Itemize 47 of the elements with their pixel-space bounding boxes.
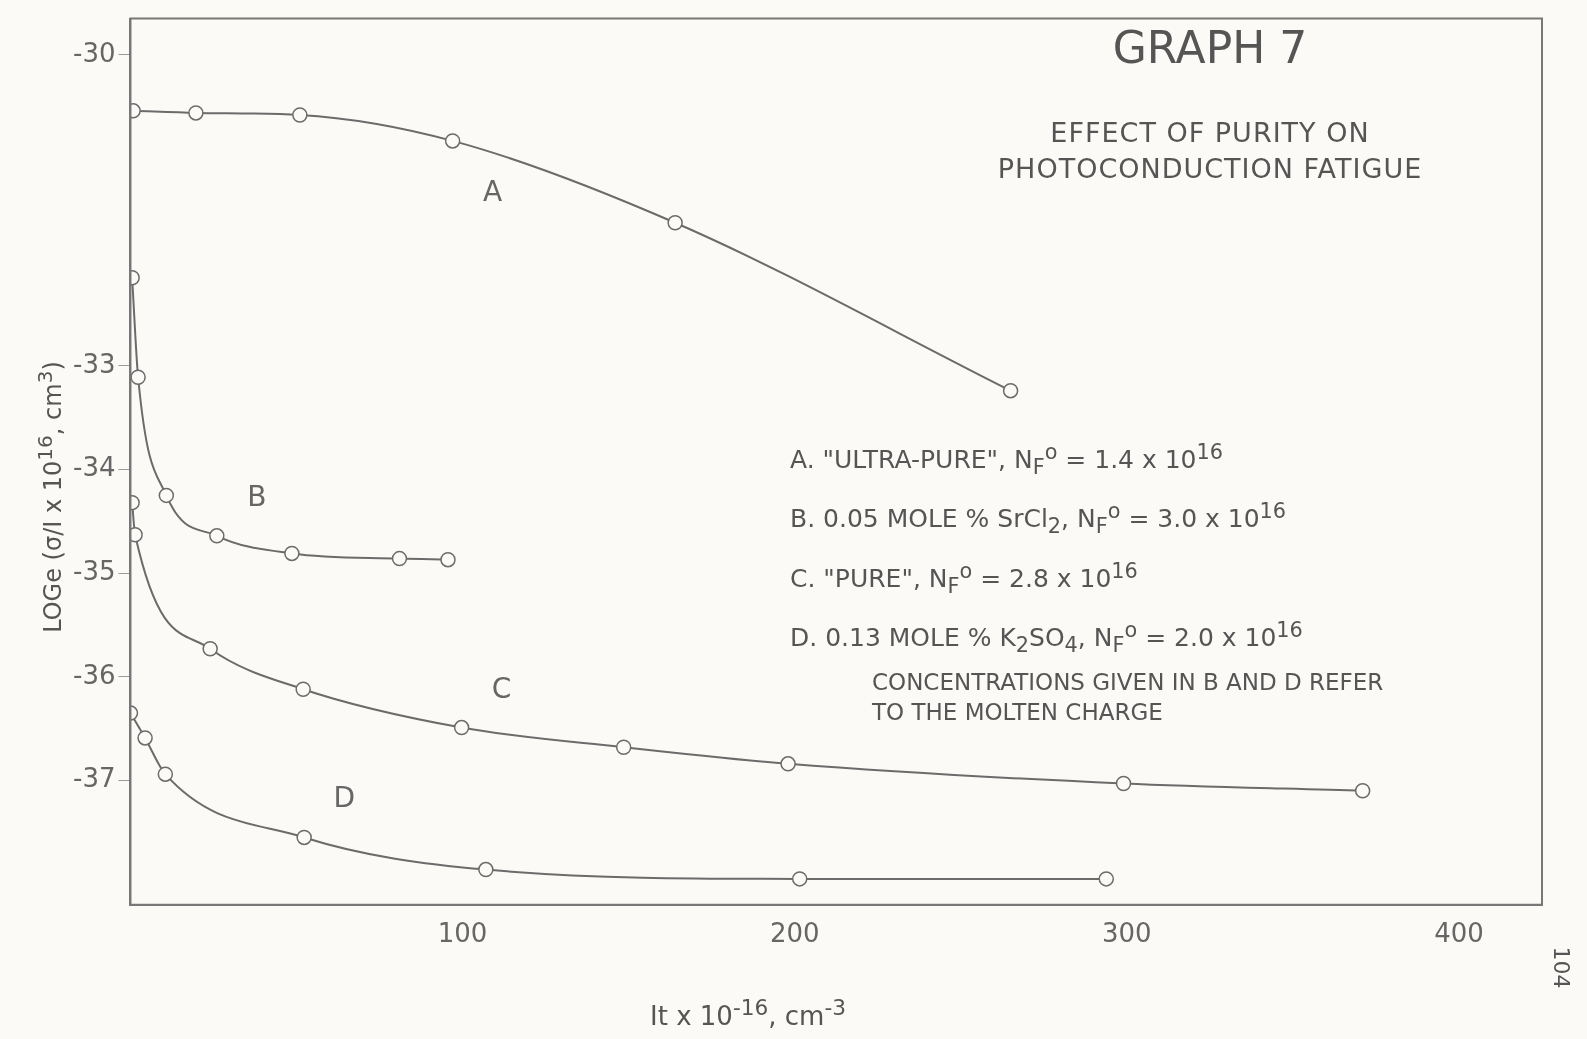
- point: [444, 133, 461, 149]
- series-label: C: [491, 671, 512, 705]
- chart-title: GRAPH 7: [1111, 22, 1309, 73]
- y-tick-label: -33: [73, 348, 116, 379]
- annotation: A. "ULTRA-PURE", N$_{F}$$^{o}$ = 1.4 x 10$^{16}$: [790, 439, 1225, 482]
- point: [296, 829, 312, 846]
- point: [130, 369, 146, 385]
- y-tick-label: -36: [73, 659, 116, 690]
- y-tick-label: -37: [73, 763, 116, 794]
- point: [1354, 783, 1371, 799]
- point: [284, 545, 300, 562]
- point: [440, 551, 456, 568]
- annotation: CONCENTRATIONS GIVEN IN B AND D REFER TO THE MOLTEN CHARGE: [872, 668, 1385, 728]
- point: [1098, 871, 1114, 887]
- text: EFFECT OF PURITY ON PHOTOCONDUCTION FATIGUE: [996, 116, 1424, 186]
- point: [158, 487, 175, 504]
- point: [137, 730, 153, 746]
- x-axis-title: It x 10$^{-16}$, cm$^{-3}$: [650, 995, 846, 1031]
- series-label: D: [333, 781, 355, 815]
- text: 104: [1548, 946, 1574, 989]
- series-label: A: [483, 174, 503, 208]
- point: [202, 641, 218, 657]
- point: [615, 739, 632, 755]
- y-tick-label: -30: [73, 37, 116, 68]
- x-tick-label: 200: [769, 918, 820, 949]
- x-tick-label: 100: [437, 918, 488, 949]
- point: [391, 550, 408, 567]
- series-label: B: [247, 479, 267, 513]
- annotation: C. "PURE", N$_{F}$$^{o}$ = 2.8 x 10$^{16}$: [790, 557, 1139, 600]
- point: [157, 766, 174, 782]
- annotation: B. 0.05 MOLE % SrCl$_{2}$, N$_{F}$$^{o}$ = 3.0 x 10$^{16}$: [790, 498, 1288, 541]
- x-tick-label: 400: [1434, 918, 1484, 949]
- point: [478, 861, 494, 878]
- point: [791, 871, 808, 887]
- y-tick-label: -35: [73, 555, 116, 586]
- point: [209, 528, 225, 544]
- point: [188, 105, 204, 121]
- point: [780, 756, 796, 772]
- point: [453, 719, 470, 736]
- point: [295, 681, 311, 697]
- point: [667, 215, 683, 231]
- text: D. 0.13 MOLE % K$_{2}$SO$_{4}$, N$_{F}$$^{o}$ = 2.0 x 10$^{16}$: [790, 617, 1303, 658]
- y-tick-label: -34: [73, 452, 116, 483]
- point: [1002, 382, 1019, 399]
- x-tick-label: 300: [1102, 918, 1152, 949]
- point: [292, 107, 308, 123]
- point: [1115, 775, 1132, 792]
